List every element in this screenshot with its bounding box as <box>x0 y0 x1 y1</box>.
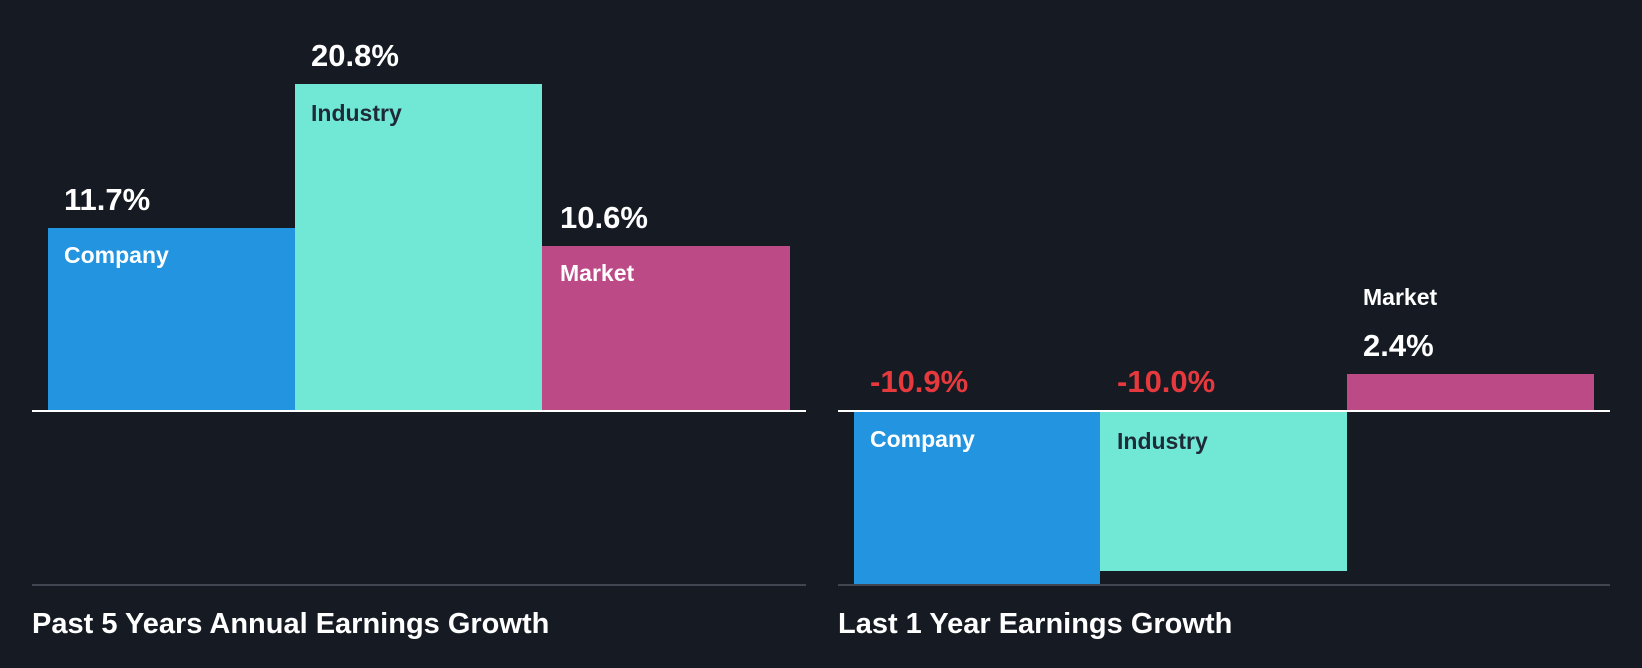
market-5y-label: Market <box>560 260 635 286</box>
market-1y-label: Market <box>1363 284 1438 310</box>
company-5y-label: Company <box>64 242 169 268</box>
company-1y-value: -10.9% <box>870 364 969 399</box>
market-5y-bar: Market <box>542 246 790 410</box>
industry-1y-label: Industry <box>1117 428 1208 454</box>
market-1y-bar <box>1347 374 1594 410</box>
chart-past-5-years: 11.7% Company 20.8% Industry 10.6% Marke… <box>32 38 806 640</box>
company-5y-bar: Company <box>48 228 295 410</box>
bottom-rule-5y <box>32 584 806 586</box>
chart-title-1y: Last 1 Year Earnings Growth <box>838 608 1233 640</box>
company-1y-bar: Company <box>854 412 1100 584</box>
market-1y-value: 2.4% <box>1363 328 1434 363</box>
industry-5y-value: 20.8% <box>311 38 399 73</box>
company-5y-value: 11.7% <box>64 182 151 217</box>
zero-baseline-1y <box>838 410 1610 412</box>
company-1y-label: Company <box>870 426 975 452</box>
industry-1y-value: -10.0% <box>1117 364 1216 399</box>
bottom-rule-1y <box>838 584 1610 586</box>
zero-baseline-5y <box>32 410 806 412</box>
industry-5y-label: Industry <box>311 100 402 126</box>
chart-title-5y: Past 5 Years Annual Earnings Growth <box>32 608 550 640</box>
industry-1y-bar: Industry <box>1100 412 1347 571</box>
market-5y-value: 10.6% <box>560 200 648 235</box>
industry-5y-bar: Industry <box>295 84 542 410</box>
